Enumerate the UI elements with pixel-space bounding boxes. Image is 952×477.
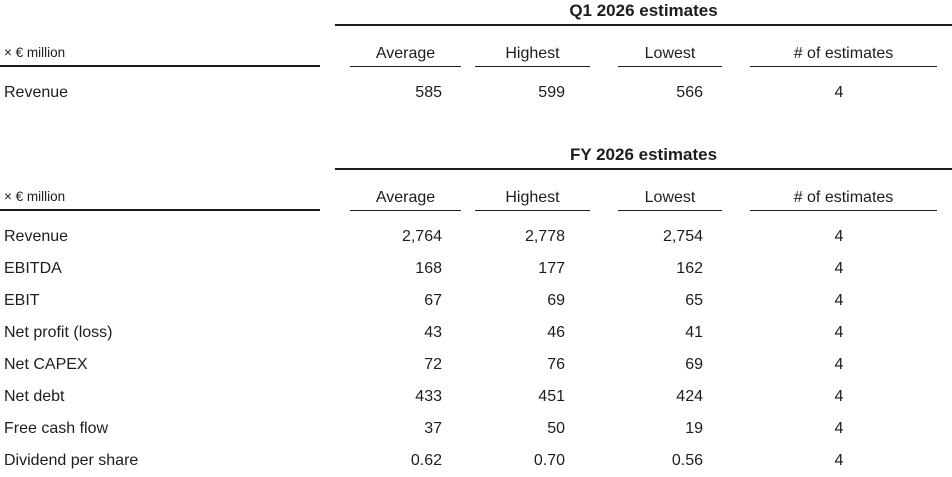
row-label: EBIT xyxy=(4,291,40,309)
cell-highest: 76 xyxy=(547,355,565,373)
cell-lowest: 2,754 xyxy=(662,227,703,245)
cell-average: 433 xyxy=(415,387,442,405)
row-label: Revenue xyxy=(4,83,69,101)
table-row-net-debt: Net debt 433 451 424 4 xyxy=(0,380,952,412)
cell-highest: 69 xyxy=(547,291,565,309)
row-label: Free cash flow xyxy=(4,419,109,437)
table-row-dividend-per-share: Dividend per share 0.62 0.70 0.56 4 xyxy=(0,444,952,476)
cell-average: 37 xyxy=(424,419,442,437)
title-row-spacer xyxy=(0,146,335,170)
fy-column-header-highest: Highest xyxy=(465,170,595,211)
fy-title-row: FY 2026 estimates xyxy=(0,146,952,170)
q1-column-header-highest: Highest xyxy=(465,26,595,67)
fy-column-header-estimates: # of estimates xyxy=(730,170,952,211)
fy-column-header-lowest: Lowest xyxy=(595,170,730,211)
table-row-ebit: EBIT 67 69 65 4 xyxy=(0,284,952,316)
table-row-free-cash-flow: Free cash flow 37 50 19 4 xyxy=(0,412,952,444)
column-header-label: Highest xyxy=(475,189,590,211)
column-header-label: Lowest xyxy=(618,189,722,211)
cell-average: 2,764 xyxy=(401,227,442,245)
cell-lowest: 566 xyxy=(676,83,703,101)
cell-highest: 0.70 xyxy=(533,451,565,469)
column-header-label: Average xyxy=(350,45,461,67)
cell-highest: 451 xyxy=(538,387,565,405)
fy-table-title: FY 2026 estimates xyxy=(335,146,952,170)
cell-average: 67 xyxy=(424,291,442,309)
table-row-revenue: Revenue 585 599 566 4 xyxy=(0,67,952,108)
cell-lowest: 424 xyxy=(676,387,703,405)
q1-header-row: × € million Average Highest Lowest # of … xyxy=(0,26,952,67)
q1-column-header-average: Average xyxy=(335,26,465,67)
cell-lowest: 65 xyxy=(685,291,703,309)
table-row-revenue: Revenue 2,764 2,778 2,754 4 xyxy=(0,211,952,252)
cell-highest: 2,778 xyxy=(524,227,565,245)
cell-average: 72 xyxy=(424,355,442,373)
cell-highest: 46 xyxy=(547,323,565,341)
q1-column-header-estimates: # of estimates xyxy=(730,26,952,67)
table-row-net-capex: Net CAPEX 72 76 69 4 xyxy=(0,348,952,380)
cell-estimate-count: 4 xyxy=(834,387,844,405)
title-row-spacer xyxy=(0,2,335,26)
cell-lowest: 41 xyxy=(685,323,703,341)
cell-lowest: 19 xyxy=(685,419,703,437)
row-label: Revenue xyxy=(4,227,69,245)
cell-estimate-count: 4 xyxy=(834,419,844,437)
cell-average: 585 xyxy=(415,83,442,101)
column-header-label: Average xyxy=(350,189,461,211)
fy-header-row: × € million Average Highest Lowest # of … xyxy=(0,170,952,211)
cell-lowest: 69 xyxy=(685,355,703,373)
cell-estimate-count: 4 xyxy=(834,323,844,341)
row-label: Net profit (loss) xyxy=(4,323,113,341)
table-row-net-profit: Net profit (loss) 43 46 41 4 xyxy=(0,316,952,348)
q1-estimates-table: Q1 2026 estimates × € million Average Hi… xyxy=(0,2,952,108)
column-header-label: Highest xyxy=(475,45,590,67)
unit-label: × € million xyxy=(0,188,320,211)
fy-column-header-average: Average xyxy=(335,170,465,211)
q1-title-row: Q1 2026 estimates xyxy=(0,2,952,26)
cell-lowest: 162 xyxy=(676,259,703,277)
row-label: EBITDA xyxy=(4,259,62,277)
row-label: Net CAPEX xyxy=(4,355,88,373)
cell-lowest: 0.56 xyxy=(671,451,703,469)
q1-table-title: Q1 2026 estimates xyxy=(335,2,952,26)
cell-estimate-count: 4 xyxy=(834,83,844,101)
unit-label-cell: × € million xyxy=(0,26,335,67)
cell-estimate-count: 4 xyxy=(834,259,844,277)
row-label: Net debt xyxy=(4,387,65,405)
cell-average: 43 xyxy=(424,323,442,341)
column-header-label: # of estimates xyxy=(750,189,937,211)
table-row-ebitda: EBITDA 168 177 162 4 xyxy=(0,252,952,284)
column-header-label: # of estimates xyxy=(750,45,938,67)
cell-average: 168 xyxy=(415,259,442,277)
cell-highest: 50 xyxy=(547,419,565,437)
cell-estimate-count: 4 xyxy=(834,227,844,245)
cell-estimate-count: 4 xyxy=(834,451,844,469)
cell-estimate-count: 4 xyxy=(834,355,844,373)
cell-average: 0.62 xyxy=(410,451,442,469)
q1-column-header-lowest: Lowest xyxy=(595,26,730,67)
unit-label-cell: × € million xyxy=(0,170,335,211)
row-label: Dividend per share xyxy=(4,451,139,469)
cell-highest: 599 xyxy=(538,83,565,101)
fy-estimates-table: FY 2026 estimates × € million Average Hi… xyxy=(0,146,952,476)
column-header-label: Lowest xyxy=(618,45,722,67)
cell-highest: 177 xyxy=(538,259,565,277)
cell-estimate-count: 4 xyxy=(834,291,844,309)
unit-label: × € million xyxy=(0,44,320,67)
